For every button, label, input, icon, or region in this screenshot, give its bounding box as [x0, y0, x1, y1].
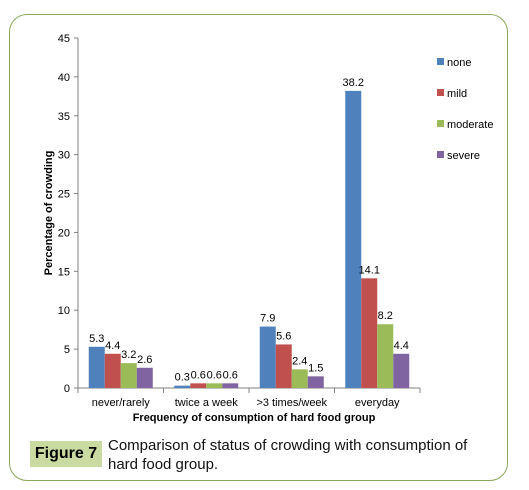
legend-swatch-none	[437, 58, 444, 65]
y-tick-label: 20	[58, 227, 70, 239]
data-label: 5.3	[89, 333, 104, 345]
bar-severe	[307, 376, 324, 388]
data-label: 0.6	[207, 369, 222, 381]
data-label: 38.2	[343, 77, 364, 89]
legend-swatch-severe	[437, 151, 444, 158]
x-tick-label: twice a week	[175, 397, 238, 409]
data-label: 14.1	[359, 264, 380, 276]
y-tick-label: 40	[58, 72, 70, 84]
bar-none	[88, 346, 105, 388]
legend-swatch-moderate	[437, 120, 444, 127]
y-tick-label: 35	[58, 111, 70, 123]
bar-severe	[393, 353, 410, 388]
figure-caption: Figure 7 Comparison of status of crowdin…	[30, 437, 500, 481]
x-tick-label: everyday	[355, 397, 400, 409]
data-label: 1.5	[308, 362, 323, 374]
y-tick-label: 10	[58, 305, 70, 317]
y-tick-label: 45	[58, 33, 70, 45]
y-tick-label: 0	[64, 383, 70, 395]
bar-none	[174, 385, 191, 388]
figure-label: Figure 7	[30, 441, 102, 467]
legend-label-severe: severe	[447, 150, 480, 162]
y-tick-label: 5	[64, 344, 70, 356]
data-label: 0.6	[223, 369, 238, 381]
x-axis-title: Frequency of consumption of hard food gr…	[133, 412, 376, 424]
bar-chart: 0 5 10 15 20 25 30 35 40 45 Percentage of crowding…	[43, 33, 493, 424]
x-tick-label: never/rarely	[92, 397, 151, 409]
bar-mild	[361, 278, 378, 388]
bar-mild	[190, 383, 207, 388]
data-label: 7.9	[260, 313, 275, 325]
figure-caption-text: Comparison of status of crowding with co…	[108, 437, 468, 473]
y-tick-label: 15	[58, 266, 70, 278]
y-tick-label: 25	[58, 189, 70, 201]
data-label: 0.3	[175, 372, 190, 384]
bar-moderate	[120, 363, 137, 388]
legend-label-none: none	[447, 57, 471, 69]
data-label: 4.4	[394, 340, 409, 352]
bar-none	[345, 90, 362, 388]
legend-label-mild: mild	[447, 88, 467, 100]
data-label: 8.2	[378, 310, 393, 322]
bar-severe	[222, 383, 239, 388]
figure-frame	[9, 14, 508, 481]
data-label: 5.6	[276, 330, 291, 342]
data-label: 3.2	[121, 349, 136, 361]
bar-moderate	[206, 383, 223, 388]
bar-mild	[275, 344, 292, 388]
legend-swatch-mild	[437, 89, 444, 96]
data-label: 4.4	[105, 340, 120, 352]
y-tick-label: 30	[58, 150, 70, 162]
data-label: 0.6	[191, 369, 206, 381]
bar-none	[259, 326, 276, 388]
bar-moderate	[291, 369, 308, 388]
bar-mild	[104, 353, 121, 388]
x-tick-label: >3 times/week	[256, 397, 327, 409]
bar-moderate	[377, 324, 394, 388]
y-axis-title: Percentage of crowding	[43, 151, 55, 276]
data-label: 2.4	[292, 355, 307, 367]
bar-severe	[136, 367, 153, 388]
legend-label-moderate: moderate	[447, 119, 493, 131]
data-label: 2.6	[137, 354, 152, 366]
